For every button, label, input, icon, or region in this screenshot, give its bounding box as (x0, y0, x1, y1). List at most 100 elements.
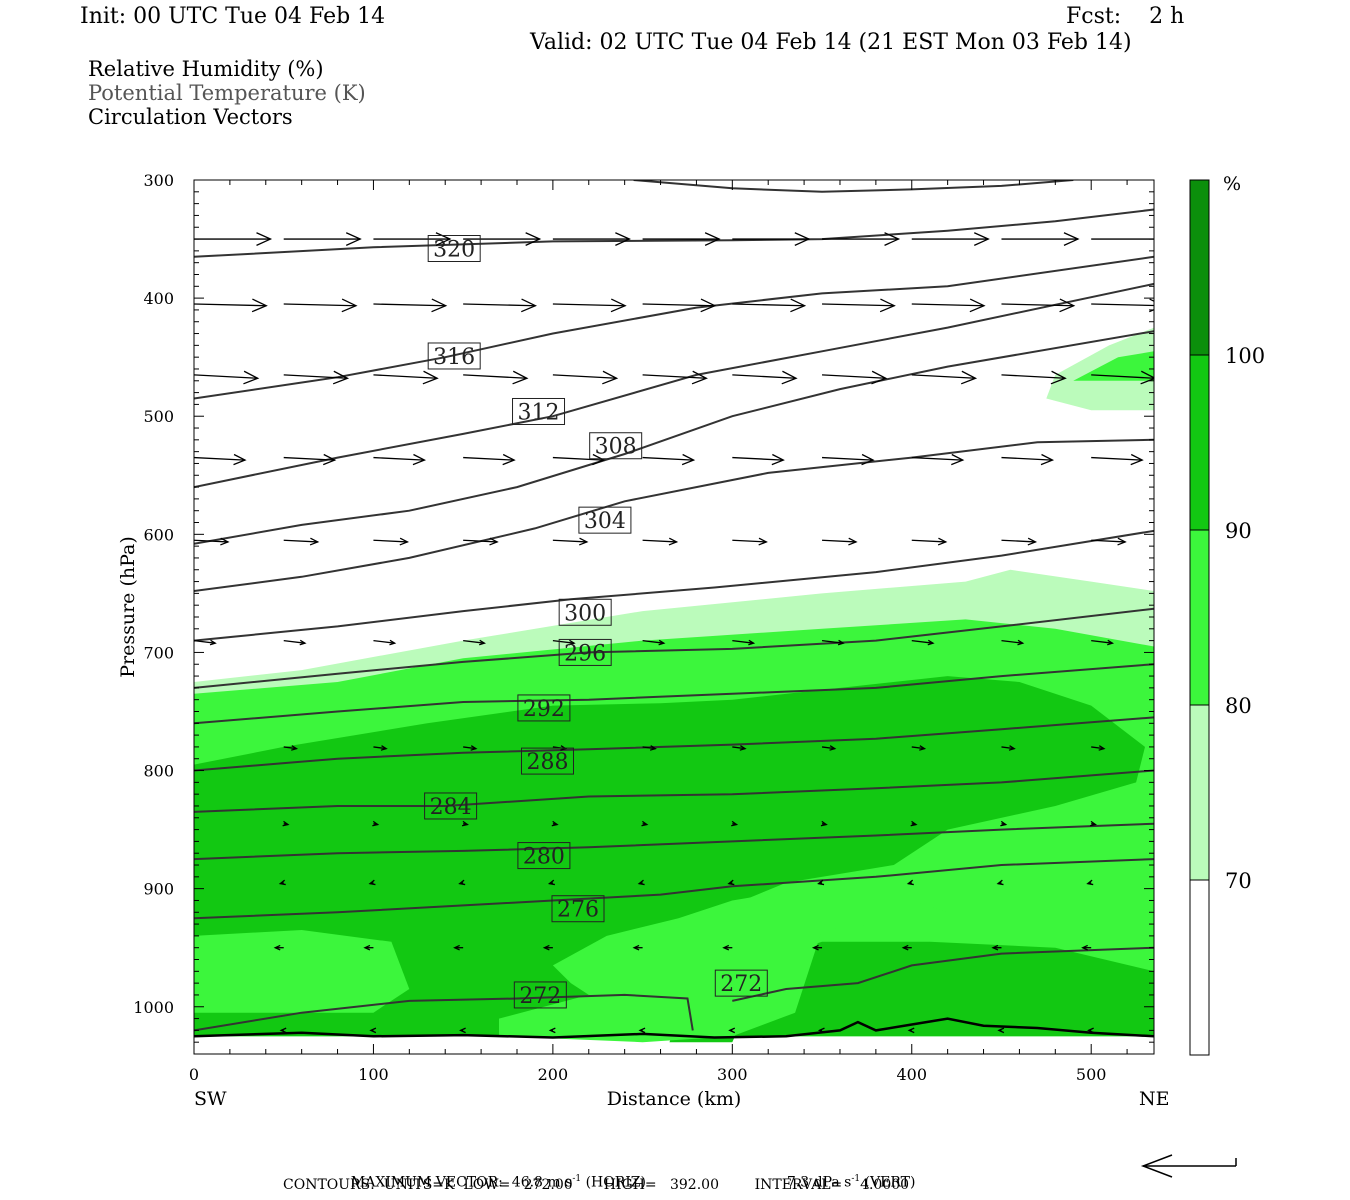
vector-head (345, 232, 362, 246)
theta-label-box (578, 506, 632, 534)
circulation-vector (1089, 820, 1097, 827)
vector-head (278, 879, 286, 886)
circulation-vector (811, 944, 823, 951)
circulation-vector (279, 1027, 287, 1034)
footer-horiz-exp: -1 (572, 1174, 582, 1184)
vector-head (323, 453, 337, 466)
circulation-vector (373, 639, 397, 646)
vector-shaft (463, 374, 527, 379)
circulation-vector (642, 298, 717, 313)
colorbar-level-label: 80 (1225, 694, 1252, 718)
colorbar-level-label: 70 (1225, 869, 1252, 893)
vector-head (927, 639, 935, 646)
vector-head (1040, 453, 1055, 466)
y-tick-label: 300 (143, 171, 174, 190)
terrain-line (194, 1017, 1154, 1039)
vector-head (641, 820, 649, 827)
circulation-vector (552, 232, 631, 246)
vector-head (422, 370, 439, 385)
theta-label-box (427, 235, 481, 263)
vector-shaft (642, 746, 656, 750)
circulation-vector (1091, 453, 1144, 466)
vector-head (951, 453, 965, 466)
vector-shaft (373, 639, 395, 644)
vector-head (1000, 820, 1008, 827)
circulation-vector (273, 944, 284, 951)
theta-label: 312 (518, 400, 560, 425)
vector-head (638, 1027, 646, 1034)
circulation-vector (278, 879, 286, 886)
circulation-vector (552, 639, 576, 646)
circulation-vector (911, 232, 990, 246)
circulation-vector (731, 820, 739, 827)
circulation-vector (1091, 745, 1106, 751)
circulation-vector (547, 879, 555, 886)
theta-label: 276 (557, 898, 599, 923)
y-tick-label: 800 (143, 762, 174, 781)
y-tick-label: 1000 (133, 998, 174, 1017)
vector-head (256, 232, 273, 246)
circulation-vector (822, 370, 888, 385)
vector-shaft (911, 639, 934, 644)
theta-label-box (551, 895, 605, 923)
x-tick-label: 200 (538, 1065, 569, 1084)
colorbar-level-label: 100 (1225, 344, 1265, 368)
circulation-vector (1091, 298, 1154, 313)
theta-label: 272 (720, 972, 762, 997)
circulation-vector (459, 1027, 466, 1034)
theta-label: 288 (526, 750, 568, 775)
circulation-vector (732, 745, 747, 751)
vector-head (332, 370, 350, 385)
circulation-vector (194, 537, 230, 546)
y-tick-label: 600 (143, 525, 174, 544)
vector-shaft (1091, 374, 1154, 379)
circulation-vector (996, 879, 1004, 886)
circulation-vector (732, 298, 807, 313)
vector-head (1059, 298, 1076, 313)
vector-head (1217, 233, 1231, 246)
vector-head (459, 1027, 466, 1034)
footer-vert-unit: (VERT) (864, 1174, 916, 1191)
y-tick-label: 400 (143, 289, 174, 308)
vector-shaft (1001, 639, 1023, 644)
colorbar-segment (1189, 879, 1210, 1056)
circulation-vector (194, 453, 247, 466)
vector-head (637, 879, 645, 886)
vector-shaft (1091, 303, 1154, 307)
circulation-vector (552, 298, 627, 313)
circulation-vector (194, 370, 260, 385)
vector-head (668, 537, 679, 546)
circulation-vector (373, 298, 448, 313)
vector-head (1107, 639, 1115, 646)
circulation-vector (373, 453, 427, 466)
vector-shaft (732, 303, 805, 307)
vector-head (817, 879, 825, 886)
vector-shaft (552, 639, 575, 644)
vector-head (615, 232, 631, 246)
circulation-vector (463, 537, 499, 546)
vector-shaft (194, 374, 258, 379)
theta-label: 320 (433, 238, 475, 263)
vector-head (632, 944, 640, 951)
circulation-vector (820, 820, 828, 827)
vector-head (1086, 879, 1094, 886)
circulation-vector (453, 944, 464, 951)
vector-shaft (911, 303, 985, 307)
vector-head (728, 1027, 736, 1034)
vector-head (722, 944, 730, 951)
theta-label-box (513, 981, 567, 1009)
vector-head (937, 537, 948, 546)
vector-head (960, 370, 978, 385)
circulation-vector (548, 1027, 556, 1034)
vector-head (1008, 745, 1016, 751)
theta-label: 284 (430, 795, 472, 820)
circulation-vector (368, 879, 376, 886)
circulation-vector (461, 820, 469, 827)
vector-head (542, 944, 550, 951)
vector-head (369, 1027, 377, 1034)
circulation-vector (463, 745, 478, 751)
vector-shaft (194, 303, 267, 307)
circulation-vector (732, 639, 756, 646)
circulation-vector (1001, 298, 1076, 313)
colorbar-segment (1189, 354, 1210, 531)
